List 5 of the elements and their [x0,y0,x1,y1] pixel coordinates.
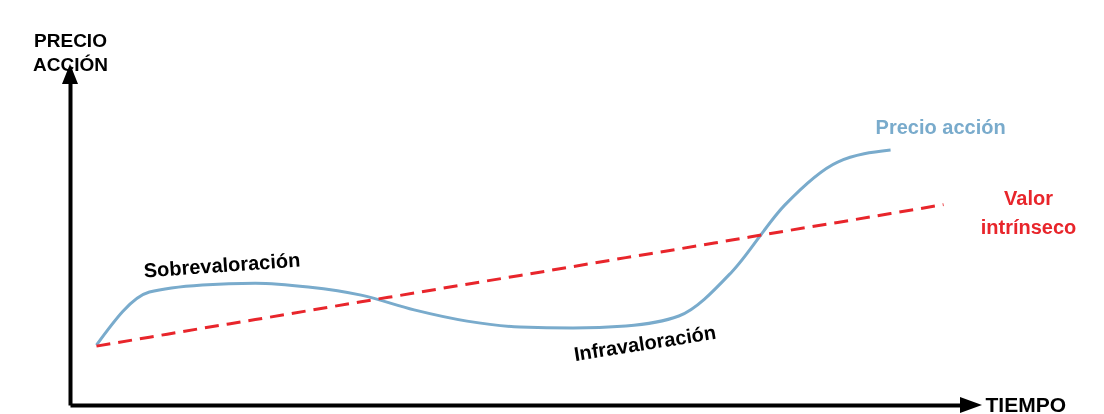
annotation: Sobrevaloración [142,248,301,282]
series-label: Valor intrínseco [980,186,1077,238]
x-axis-title: TIEMPO [985,392,1067,414]
series-label: Precio acción [875,116,1006,139]
y-axis-title: PRECIO ACCIÓN [33,29,108,75]
